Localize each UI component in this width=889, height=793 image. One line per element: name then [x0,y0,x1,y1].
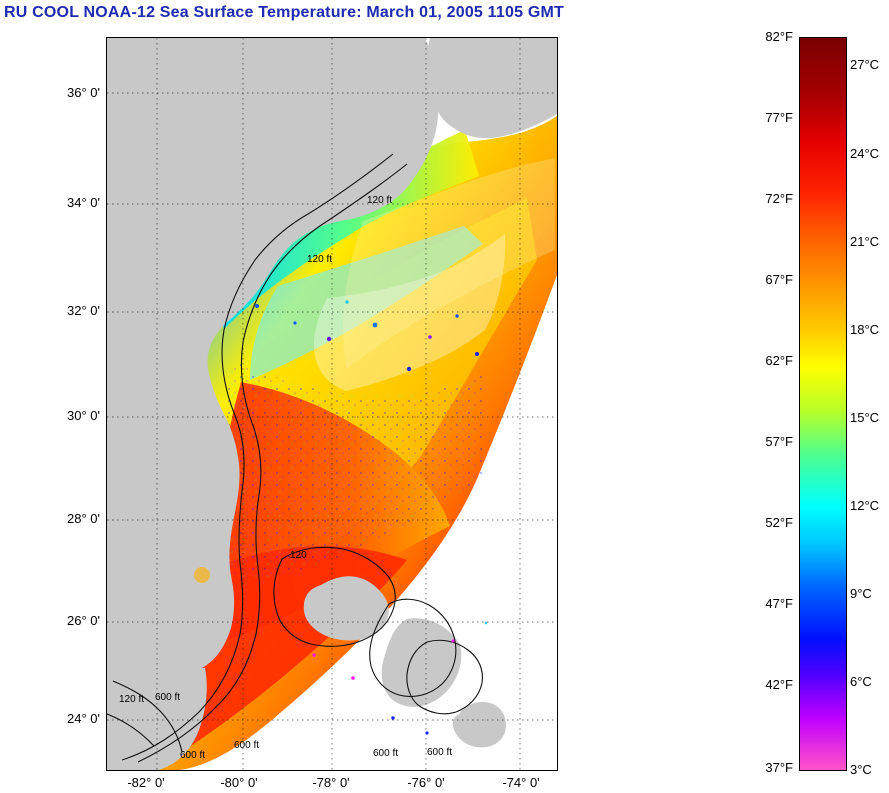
contour-label: 600 ft [180,750,206,761]
x-tick-label: -82° 0' [127,775,165,790]
colorbar-f-label: 52°F [765,515,793,530]
colorbar-f-label: 37°F [765,760,793,775]
sst-map[interactable]: 120 ft 120 ft 120 ft 600 ft 600 ft 600 f… [106,37,558,771]
colorbar-f-label: 47°F [765,596,793,611]
y-tick-label: 24° 0' [67,711,100,726]
x-tick-label: -80° 0' [220,775,258,790]
colorbar-c-label: 15°C [850,410,880,425]
contour-label: 600 ft [234,740,260,751]
page-title: RU COOL NOAA-12 Sea Surface Temperature:… [4,4,564,21]
temperature-colorbar [799,37,847,771]
y-tick-label: 30° 0' [67,408,100,423]
colorbar-c-label: 12°C [850,498,880,513]
y-tick-label: 28° 0' [67,511,100,526]
colorbar-c-label: 18°C [850,322,880,337]
y-tick-label: 36° 0' [67,85,100,100]
y-tick-label: 34° 0' [67,195,100,210]
map-canvas [107,38,557,770]
x-tick-label: -78° 0' [312,775,350,790]
y-tick-label: 26° 0' [67,613,100,628]
contour-label: 600 ft [373,748,399,759]
x-tick-label: -74° 0' [502,775,540,790]
colorbar-c-label: 21°C [850,234,880,249]
colorbar-f-label: 62°F [765,353,793,368]
colorbar-c-label: 27°C [850,57,880,72]
colorbar-f-label: 67°F [765,272,793,287]
contour-label: 120 ft [367,195,393,206]
contour-label: 600 ft [155,692,181,703]
colorbar-f-label: 72°F [765,191,793,206]
colorbar-c-label: 24°C [850,146,880,161]
colorbar-c-label: 3°C [850,762,872,777]
colorbar-f-label: 77°F [765,110,793,125]
contour-label: 120 ft [307,254,333,265]
colorbar-c-label: 9°C [850,586,872,601]
x-tick-label: -76° 0' [407,775,445,790]
contour-label: 120 [290,550,307,561]
colorbar-f-label: 57°F [765,434,793,449]
contour-label: 600 ft [427,747,453,758]
colorbar-c-label: 6°C [850,674,872,689]
colorbar-f-label: 42°F [765,677,793,692]
y-tick-label: 32° 0' [67,303,100,318]
colorbar-f-label: 82°F [765,29,793,44]
contour-label: 120 ft [119,694,145,705]
